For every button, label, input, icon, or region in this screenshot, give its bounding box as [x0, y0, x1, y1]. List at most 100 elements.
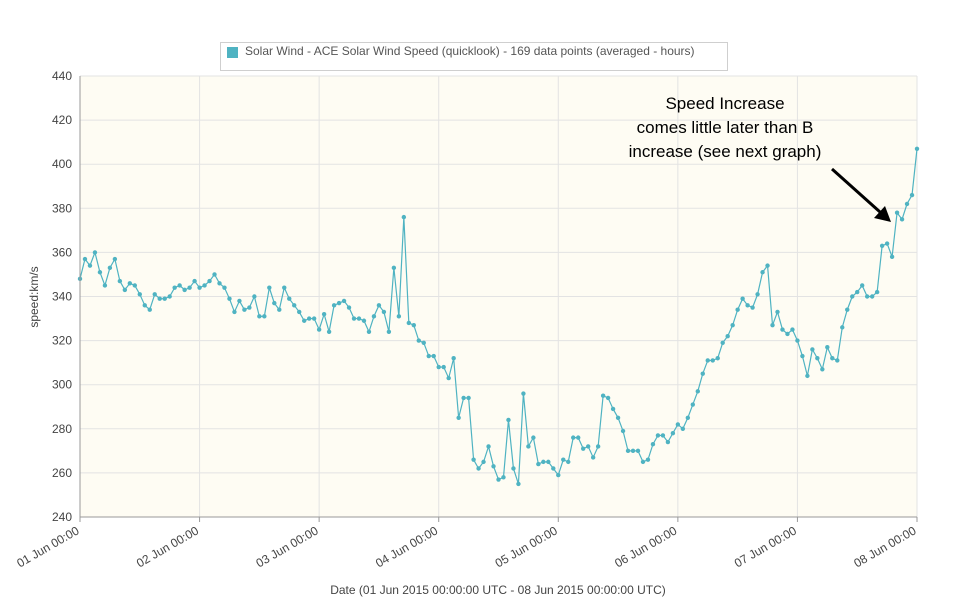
- data-point[interactable]: [750, 305, 755, 310]
- data-point[interactable]: [546, 459, 551, 465]
- data-point[interactable]: [685, 415, 691, 420]
- data-point[interactable]: [107, 265, 113, 271]
- data-point[interactable]: [605, 395, 611, 401]
- data-point[interactable]: [874, 289, 880, 295]
- data-point[interactable]: [197, 285, 202, 290]
- data-point[interactable]: [102, 283, 108, 288]
- data-point[interactable]: [715, 356, 720, 361]
- data-point[interactable]: [780, 327, 785, 332]
- data-point[interactable]: [167, 294, 172, 299]
- data-point[interactable]: [341, 298, 347, 304]
- data-point[interactable]: [551, 466, 556, 471]
- data-point[interactable]: [909, 192, 915, 198]
- data-point[interactable]: [147, 307, 152, 312]
- data-point[interactable]: [456, 415, 461, 420]
- data-point[interactable]: [665, 439, 671, 445]
- data-point[interactable]: [501, 475, 506, 480]
- data-point[interactable]: [182, 287, 187, 293]
- data-point[interactable]: [810, 347, 815, 352]
- data-point[interactable]: [566, 459, 571, 465]
- data-point[interactable]: [620, 428, 626, 434]
- data-point[interactable]: [625, 448, 631, 454]
- data-point[interactable]: [336, 300, 342, 306]
- data-point[interactable]: [232, 309, 237, 315]
- data-point[interactable]: [850, 294, 855, 299]
- data-point[interactable]: [227, 296, 232, 301]
- data-point[interactable]: [491, 464, 496, 469]
- data-point[interactable]: [775, 309, 780, 315]
- data-point[interactable]: [521, 391, 526, 396]
- data-point[interactable]: [785, 331, 790, 337]
- data-point[interactable]: [660, 433, 666, 438]
- data-point[interactable]: [740, 296, 745, 301]
- data-point[interactable]: [122, 287, 128, 293]
- data-point[interactable]: [172, 285, 177, 290]
- data-point[interactable]: [366, 329, 372, 334]
- data-point[interactable]: [720, 340, 725, 346]
- data-point[interactable]: [630, 448, 636, 454]
- data-point[interactable]: [805, 373, 810, 379]
- data-point[interactable]: [815, 356, 820, 361]
- data-point[interactable]: [87, 263, 93, 268]
- data-point[interactable]: [326, 329, 332, 334]
- data-point[interactable]: [536, 461, 541, 467]
- data-point[interactable]: [257, 314, 262, 319]
- data-point[interactable]: [426, 353, 431, 359]
- data-point[interactable]: [576, 435, 581, 440]
- data-point[interactable]: [735, 307, 740, 312]
- data-point[interactable]: [476, 466, 481, 471]
- data-point[interactable]: [745, 303, 750, 308]
- data-point[interactable]: [571, 435, 576, 440]
- data-point[interactable]: [436, 364, 441, 370]
- data-point[interactable]: [556, 472, 561, 478]
- data-point[interactable]: [242, 307, 247, 312]
- data-point[interactable]: [82, 256, 88, 262]
- data-point[interactable]: [466, 395, 471, 401]
- data-point[interactable]: [760, 270, 765, 275]
- data-point[interactable]: [790, 327, 795, 332]
- data-point[interactable]: [710, 358, 715, 363]
- data-point[interactable]: [112, 256, 118, 262]
- data-point[interactable]: [187, 285, 192, 290]
- data-point[interactable]: [635, 448, 641, 454]
- data-point[interactable]: [526, 444, 531, 449]
- data-point[interactable]: [864, 294, 870, 299]
- data-point[interactable]: [162, 296, 167, 301]
- data-point[interactable]: [590, 455, 596, 460]
- data-point[interactable]: [446, 375, 451, 381]
- data-point[interactable]: [371, 314, 377, 319]
- data-point[interactable]: [884, 241, 890, 246]
- data-point[interactable]: [346, 305, 352, 310]
- data-point[interactable]: [301, 318, 307, 323]
- data-point[interactable]: [879, 243, 885, 248]
- data-point[interactable]: [650, 442, 656, 447]
- data-point[interactable]: [416, 338, 421, 343]
- data-point[interactable]: [356, 316, 362, 321]
- data-point[interactable]: [461, 395, 466, 401]
- data-point[interactable]: [511, 466, 516, 471]
- data-point[interactable]: [192, 278, 197, 284]
- data-point[interactable]: [595, 444, 601, 449]
- data-point[interactable]: [585, 444, 591, 449]
- data-point[interactable]: [640, 459, 646, 465]
- data-point[interactable]: [690, 402, 696, 407]
- data-point[interactable]: [222, 285, 227, 290]
- data-point[interactable]: [212, 272, 217, 277]
- data-point[interactable]: [481, 459, 486, 465]
- data-point[interactable]: [486, 444, 491, 449]
- data-point[interactable]: [914, 146, 920, 151]
- data-point[interactable]: [610, 406, 616, 412]
- data-point[interactable]: [137, 292, 142, 297]
- data-point[interactable]: [267, 285, 272, 290]
- data-point[interactable]: [600, 393, 606, 398]
- data-point[interactable]: [580, 446, 586, 451]
- data-point[interactable]: [840, 325, 845, 330]
- data-point[interactable]: [496, 477, 501, 482]
- data-point[interactable]: [730, 322, 735, 328]
- data-point[interactable]: [351, 316, 357, 321]
- data-point[interactable]: [645, 457, 651, 462]
- data-point[interactable]: [97, 270, 103, 275]
- data-point[interactable]: [277, 307, 282, 312]
- data-point[interactable]: [675, 422, 681, 427]
- data-point[interactable]: [157, 296, 162, 301]
